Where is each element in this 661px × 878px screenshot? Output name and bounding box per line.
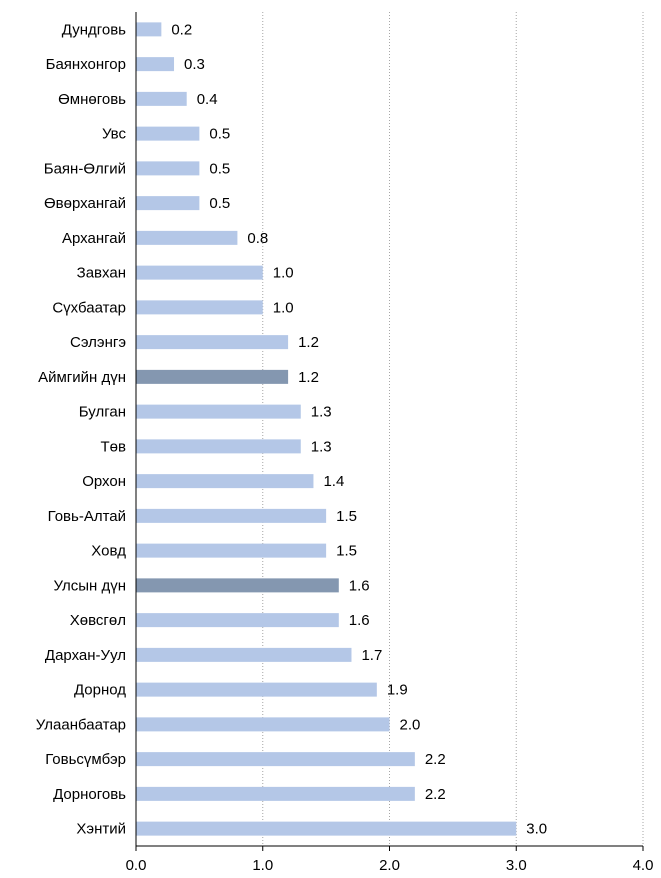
bar [136, 57, 175, 72]
category-label: Дархан-Уул [45, 647, 126, 664]
data-label: 0.3 [184, 56, 205, 73]
bar [136, 126, 200, 141]
category-label: Хэнтий [76, 821, 126, 838]
bar [136, 508, 327, 523]
data-label: 1.3 [311, 438, 332, 455]
category-label: Архангай [62, 230, 126, 247]
data-label: 1.2 [298, 369, 319, 386]
data-label: 2.2 [425, 751, 446, 768]
data-label: 0.2 [171, 21, 192, 38]
bar [136, 404, 301, 419]
bar [136, 230, 238, 245]
data-label: 0.5 [209, 195, 230, 212]
bar [136, 613, 339, 628]
data-label: 1.3 [311, 404, 332, 421]
bar [136, 369, 289, 384]
data-label: 1.0 [273, 299, 294, 316]
data-label: 1.0 [273, 265, 294, 282]
category-label: Говь-Алтай [48, 508, 126, 525]
bar [136, 786, 415, 801]
category-label: Дорнод [74, 682, 126, 699]
x-tick-label: 3.0 [506, 857, 527, 874]
data-label: 0.5 [209, 160, 230, 177]
bars [136, 22, 517, 836]
data-label: 1.4 [323, 473, 344, 490]
bar [136, 752, 415, 767]
x-tick-label: 0.0 [126, 857, 147, 874]
category-label: Баянхонгор [46, 56, 126, 73]
data-label: 1.6 [349, 577, 370, 594]
bar [136, 22, 162, 37]
bar [136, 300, 263, 315]
data-label: 1.9 [387, 682, 408, 699]
data-label: 1.5 [336, 508, 357, 525]
data-label: 1.5 [336, 543, 357, 560]
data-label: 3.0 [526, 821, 547, 838]
category-label: Орхон [82, 473, 126, 490]
data-label: 2.0 [400, 716, 421, 733]
x-tick-label: 2.0 [379, 857, 400, 874]
bar [136, 474, 314, 489]
bar [136, 647, 352, 662]
bar [136, 543, 327, 558]
category-label: Говьсүмбэр [45, 751, 126, 768]
data-label: 1.6 [349, 612, 370, 629]
category-label: Булган [79, 404, 126, 421]
category-label: Ховд [91, 543, 126, 560]
category-label: Хөвсгөл [70, 612, 126, 629]
gridlines [262, 12, 644, 846]
labels: Дундговь 0.2 Баянхонгор 0.3 Өмнөговь 0.4 Увс 0.… [36, 21, 547, 837]
bar [136, 91, 187, 106]
data-label: 0.4 [197, 91, 218, 108]
category-label: Баян-Өлгий [44, 160, 126, 177]
data-label: 0.5 [209, 126, 230, 143]
bar [136, 578, 339, 593]
data-label: 1.2 [298, 334, 319, 351]
bar [136, 161, 200, 176]
category-label: Сүхбаатар [52, 299, 126, 316]
x-tick-label: 1.0 [252, 857, 273, 874]
bar [136, 682, 377, 697]
category-label: Төв [101, 438, 127, 455]
bar [136, 439, 301, 454]
category-label: Увс [102, 126, 126, 143]
bar [136, 717, 390, 732]
category-label: Аймгийн дүн [38, 369, 126, 386]
bar [136, 821, 517, 836]
x-tick-label: 4.0 [633, 857, 654, 874]
data-label: 1.7 [361, 647, 382, 664]
x-axis-ticks: 0.0 1.0 2.0 3.0 4.0 [126, 846, 654, 874]
bar [136, 265, 263, 280]
category-label: Дорноговь [53, 786, 126, 803]
category-label: Улаанбаатар [36, 716, 126, 733]
category-label: Сэлэнгэ [70, 334, 126, 351]
data-label: 2.2 [425, 786, 446, 803]
data-label: 0.8 [247, 230, 268, 247]
bar [136, 335, 289, 350]
category-label: Өмнөговь [58, 91, 126, 108]
bar [136, 196, 200, 211]
category-label: Өвөрхангай [44, 195, 126, 212]
category-label: Дундговь [62, 21, 126, 38]
category-label: Улсын дүн [53, 577, 126, 594]
category-label: Завхан [77, 265, 126, 282]
